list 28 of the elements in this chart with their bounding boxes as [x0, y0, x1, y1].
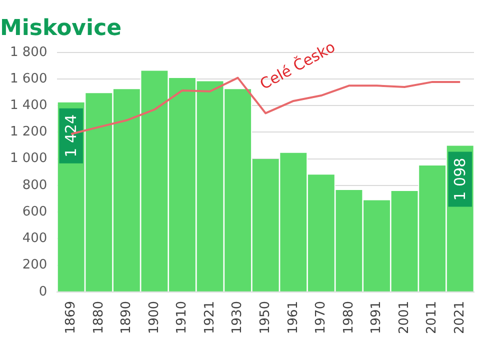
- y-tick-label: 1 600: [10, 71, 48, 86]
- y-tick-label: 1 200: [10, 124, 48, 140]
- data-label: 1 424: [62, 114, 80, 158]
- x-tick-label: 2021: [452, 300, 468, 334]
- x-tick-label: 1890: [119, 300, 134, 334]
- x-tick-label: 1869: [63, 300, 78, 334]
- y-tick-label: 400: [22, 231, 48, 246]
- x-tick-label: 1991: [369, 300, 384, 334]
- chart-title: Miskovice: [0, 16, 122, 41]
- y-tick-label: 0: [38, 284, 48, 300]
- x-tick-label: 1961: [286, 300, 301, 334]
- x-tick-label: 1900: [146, 300, 162, 334]
- y-tick-label: 1 400: [10, 98, 48, 113]
- y-tick-label: 1 800: [10, 44, 48, 60]
- y-tick-label: 600: [22, 204, 48, 220]
- x-tick-label: 1880: [91, 300, 106, 334]
- x-tick-label: 1921: [202, 300, 218, 334]
- y-tick-label: 1 000: [10, 151, 48, 166]
- x-tick-label: 1950: [258, 300, 273, 334]
- x-tick-label: 2001: [396, 300, 412, 334]
- x-tick-label: 2011: [424, 300, 440, 334]
- y-tick-label: 200: [22, 258, 48, 273]
- x-tick-label: 1930: [230, 300, 246, 334]
- x-tick-label: 1970: [314, 300, 329, 334]
- y-tick-label: 800: [22, 178, 48, 193]
- x-tick-label: 1910: [174, 300, 190, 334]
- x-tick-label: 1980: [341, 300, 356, 334]
- data-label: 1 098: [451, 158, 469, 201]
